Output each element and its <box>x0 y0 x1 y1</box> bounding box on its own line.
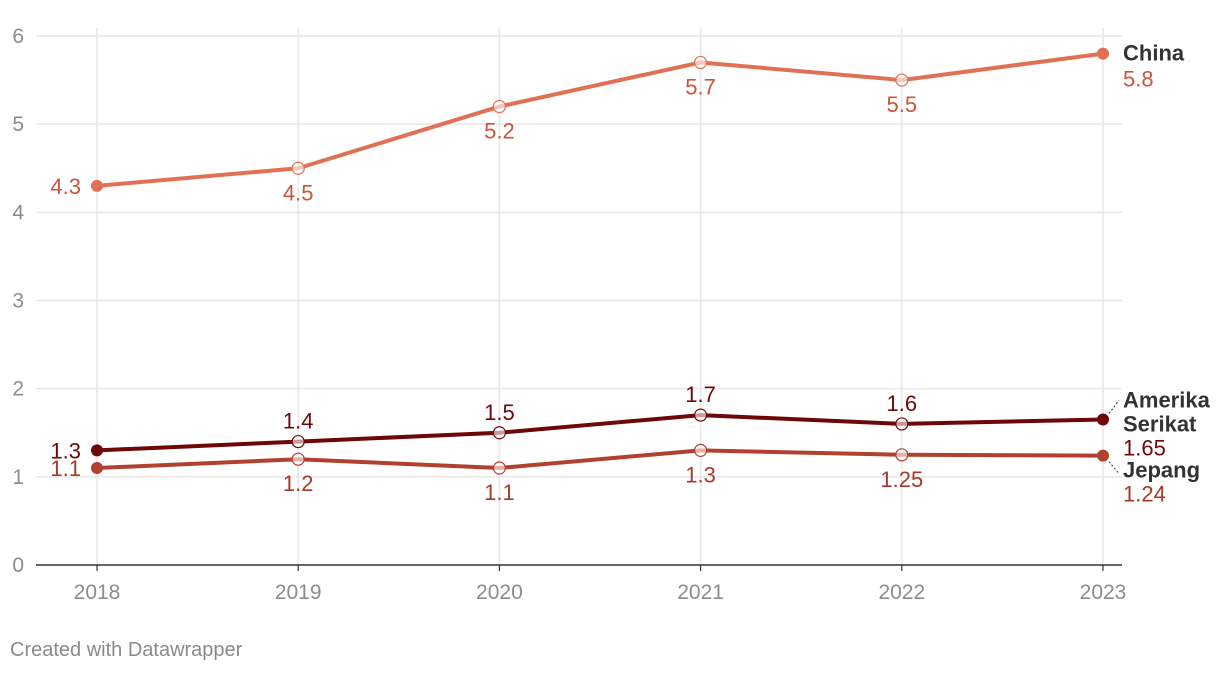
y-tick-label: 3 <box>12 290 24 313</box>
data-point <box>91 179 103 192</box>
data-label: 1.7 <box>685 382 716 407</box>
series-line <box>95 51 1105 188</box>
data-point <box>895 417 909 431</box>
data-labels: 4.3 4.55.25.75.51.31.4 1.51.7 1.61.11.2 1.11… <box>50 74 923 505</box>
series-name-amerika: Amerika <box>1123 388 1211 413</box>
y-tick-label: 4 <box>12 201 24 224</box>
series-name-serikat: Serikat <box>1123 412 1197 437</box>
x-tick-label: 2019 <box>275 581 322 604</box>
data-point <box>693 443 708 457</box>
footer-credit: Created with Datawrapper <box>10 639 243 661</box>
data-label: 1.6 <box>887 391 918 416</box>
data-label: 1.3 <box>50 438 81 463</box>
data-label: 1.1 <box>484 480 515 505</box>
data-points <box>91 47 1109 475</box>
data-label: 4.5 <box>283 180 314 205</box>
series-end-value: 1.65 <box>1123 436 1166 461</box>
series-line <box>95 413 1105 453</box>
series-name-jepang: Jepang <box>1123 458 1200 483</box>
series-end-value: 1.24 <box>1123 482 1166 507</box>
data-point <box>895 448 909 462</box>
data-point <box>492 99 506 114</box>
series-end-value: 5.8 <box>1123 67 1154 92</box>
data-point <box>1097 413 1109 426</box>
x-tick-label: 2022 <box>878 581 925 604</box>
data-label: 1.3 <box>685 462 716 487</box>
y-tick-label: 2 <box>12 378 24 401</box>
series-line <box>95 448 1105 471</box>
series-lines <box>95 51 1105 471</box>
data-point <box>492 461 506 475</box>
data-point <box>693 55 708 70</box>
data-point <box>291 452 305 466</box>
data-point <box>91 444 103 457</box>
series-connector <box>1108 461 1120 474</box>
data-point <box>291 161 305 175</box>
data-label: 5.2 <box>484 119 515 144</box>
x-tick-label: 2020 <box>476 581 523 604</box>
x-tick-label: 2018 <box>74 581 121 604</box>
data-point <box>1097 449 1109 462</box>
data-label: 1.4 <box>283 409 314 434</box>
y-tick-label: 1 <box>12 466 24 489</box>
data-point <box>91 462 103 475</box>
x-tick-label: 2023 <box>1080 581 1127 604</box>
data-label: 1.2 <box>283 471 314 496</box>
axes: 0 1 2 3 4 5 6 2018 2019 2020 2021 2022 2023 <box>12 25 1126 604</box>
data-label: 1.1 <box>50 456 81 481</box>
data-label: 4.3 <box>50 174 81 199</box>
grid <box>36 28 1122 565</box>
data-label: 5.5 <box>887 92 918 117</box>
data-point <box>693 408 708 422</box>
y-tick-label: 6 <box>12 25 24 48</box>
data-point <box>1097 47 1109 60</box>
y-tick-label: 0 <box>12 554 24 577</box>
series-name-china: China <box>1123 41 1185 66</box>
data-point <box>895 73 909 87</box>
series-connector <box>1108 400 1120 414</box>
data-label: 1.5 <box>484 400 515 425</box>
data-label: 1.25 <box>880 467 923 492</box>
data-point <box>291 434 305 449</box>
data-label: 5.7 <box>685 74 716 99</box>
x-tick-label: 2021 <box>677 581 724 604</box>
data-point <box>492 426 506 440</box>
y-tick-label: 5 <box>12 113 24 136</box>
